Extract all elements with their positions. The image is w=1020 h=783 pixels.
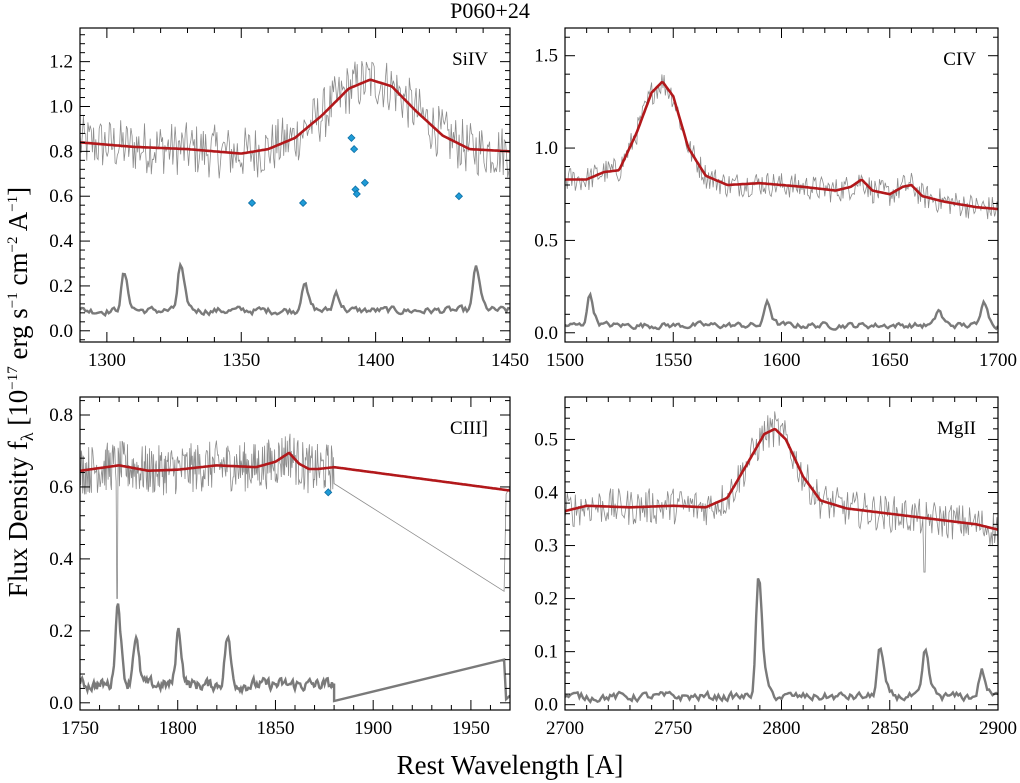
x-axis-label: Rest Wavelength [A]	[397, 750, 624, 780]
x-tick-label: 1400	[357, 350, 395, 371]
y-axis-label-main: Flux Density f	[3, 441, 33, 597]
panel-label: SiIV	[452, 49, 488, 70]
plot-area	[565, 74, 998, 331]
y-tick-label: 0.1	[534, 642, 558, 663]
x-tick-label: 1800	[159, 718, 197, 739]
panel-civ: 1500 1550 1600 1650 1700 0.0 0.5 1.0 1.5 CIV	[534, 27, 1017, 371]
x-tick-label: 2700	[546, 718, 584, 739]
y-axis-label-unit3: A	[3, 211, 33, 236]
y-tick-label: 0.0	[49, 321, 73, 342]
error-line	[80, 261, 510, 318]
model-line	[80, 451, 510, 492]
y-tick-label: 1.0	[49, 97, 73, 118]
y-tick-label: 0.3	[534, 536, 558, 557]
panel-frame	[79, 27, 511, 343]
y-tick-label: 0.2	[49, 276, 73, 297]
y-axis-label-exp1: −17	[5, 366, 21, 390]
y-tick-label: 0.4	[49, 231, 73, 252]
plot-area	[565, 411, 998, 705]
x-tick-label: 1750	[61, 718, 99, 739]
error-line	[80, 603, 510, 703]
y-axis-label-exp3: −2	[5, 237, 21, 253]
y-tick-label: 0.6	[49, 477, 73, 498]
x-tick-label: 2800	[763, 718, 801, 739]
absorber-marker	[324, 488, 333, 497]
x-tick-label: 1850	[256, 718, 294, 739]
x-tick-label: 1900	[354, 718, 392, 739]
panel-frame	[79, 396, 511, 711]
x-tick-label: 1950	[452, 718, 490, 739]
x-tick-label: 1350	[222, 350, 260, 371]
absorber-marker	[347, 133, 356, 142]
y-tick-label: 0.5	[534, 429, 558, 450]
y-tick-label: 1.2	[49, 52, 73, 73]
absorber-marker	[360, 178, 369, 187]
panel-siiv: 1300 1350 1400 1450 0.0 0.2 0.4 0.6 0.8 1.0 1.2 SiI…	[49, 27, 529, 371]
plot-area	[80, 433, 510, 703]
x-tick-label: 2900	[979, 718, 1017, 739]
absorber-marker	[247, 198, 257, 208]
y-axis-label: Flux Density fλ [10−17 erg s−1 cm−2 A−1]	[3, 187, 37, 597]
x-tick-label: 1600	[763, 350, 801, 371]
panel-frame	[564, 396, 999, 711]
spectrum-line	[80, 61, 510, 179]
y-axis-label-exp2: −1	[5, 292, 21, 308]
absorber-marker	[352, 189, 361, 199]
y-tick-label: 1.5	[534, 46, 558, 67]
panel-label: CIII]	[450, 418, 488, 439]
error-line	[565, 577, 998, 705]
y-tick-label: 0.0	[534, 323, 558, 344]
y-tick-label: 1.0	[534, 138, 558, 159]
y-tick-label: 0.8	[49, 141, 73, 162]
spectrum-line	[565, 411, 998, 573]
y-tick-label: 0.4	[534, 482, 558, 503]
y-tick-label: 0.2	[49, 621, 73, 642]
model-line	[565, 81, 998, 211]
y-tick-label: 0.8	[49, 405, 73, 426]
x-tick-label: 1550	[654, 350, 692, 371]
model-line	[565, 427, 998, 531]
x-tick-label: 1500	[546, 350, 584, 371]
y-tick-label: 0.6	[49, 186, 73, 207]
spectrum-line	[565, 74, 998, 220]
y-axis-label-close: ]	[3, 187, 33, 196]
panel-mgii: 2700 2750 2800 2850 2900 0.0 0.1 0.2 0.3 0.4 0.5 Mg…	[534, 396, 1017, 739]
absorber-marker	[298, 198, 308, 208]
x-tick-label: 1450	[491, 350, 529, 371]
x-tick-label: 2750	[654, 718, 692, 739]
plot-area	[80, 61, 510, 318]
x-tick-label: 1700	[979, 350, 1017, 371]
y-tick-label: 0.2	[534, 589, 558, 610]
y-axis-label-unit2: cm	[3, 253, 33, 293]
error-line	[565, 291, 998, 331]
panel-ciii: 1750 1800 1850 1900 1950 0.0 0.2 0.4 0.6 0.8 CIII]	[49, 396, 511, 739]
y-tick-label: 0.0	[534, 695, 558, 716]
x-tick-label: 1300	[88, 350, 126, 371]
y-axis-label-sub: λ	[17, 432, 37, 441]
y-tick-label: 0.4	[49, 549, 73, 570]
figure-title: P060+24	[450, 0, 530, 23]
x-tick-label: 2850	[871, 718, 909, 739]
absorber-marker	[454, 192, 464, 201]
y-axis-label-tail: [10	[3, 390, 33, 433]
y-axis-label-unit1: erg s	[3, 308, 33, 366]
absorber-marker	[350, 145, 359, 154]
y-tick-label: 0.5	[534, 230, 558, 251]
model-line	[80, 78, 510, 155]
x-tick-label: 1650	[871, 350, 909, 371]
panel-label: MgII	[937, 418, 976, 439]
y-axis-label-exp4: −1	[5, 196, 21, 212]
panel-label: CIV	[943, 49, 976, 70]
y-tick-label: 0.0	[49, 693, 73, 714]
